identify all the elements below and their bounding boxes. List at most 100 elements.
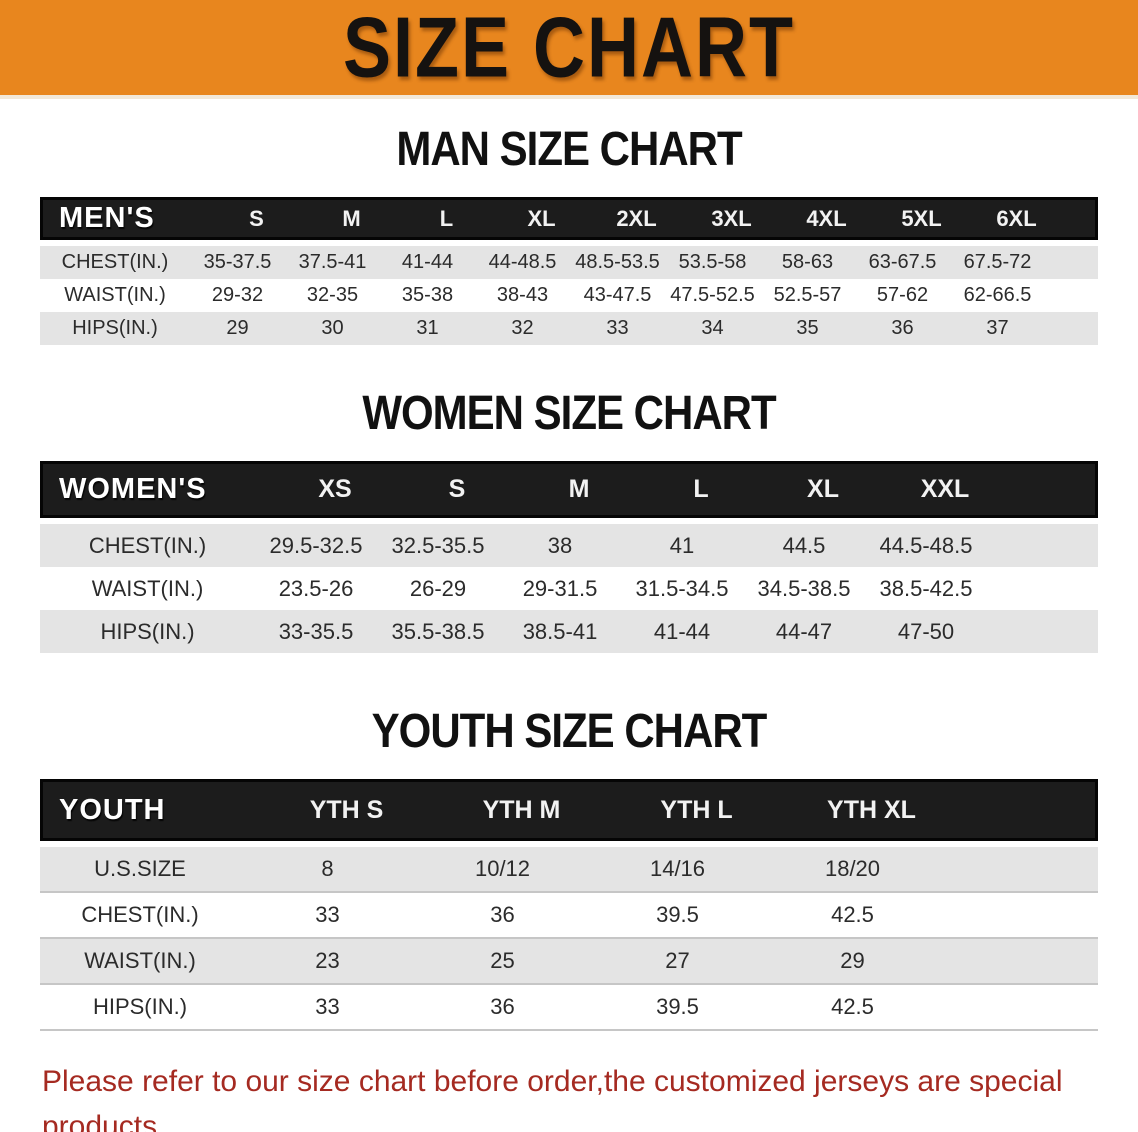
youth-chest-row: CHEST(IN.) 33 36 39.5 42.5 <box>40 891 1098 937</box>
men-chest-row: CHEST(IN.) 35-37.5 37.5-41 41-44 44-48.5… <box>40 246 1098 279</box>
women-hips-row: HIPS(IN.) 33-35.5 35.5-38.5 38.5-41 41-4… <box>40 610 1098 653</box>
size-cell: 35-37.5 <box>203 251 272 273</box>
size-cell: 52.5-57 <box>773 284 842 306</box>
size-cell: 30 <box>321 317 344 339</box>
size-cell: 35-38 <box>401 284 454 306</box>
size-cell: 10/12 <box>474 856 531 881</box>
youth-section-heading-text: YOUTH SIZE CHART <box>371 703 768 758</box>
row-label: CHEST(IN.) <box>81 902 199 927</box>
row-spacer <box>940 985 1098 1029</box>
size-cell: 37 <box>986 317 1009 339</box>
youth-column-header: YTH S <box>309 795 384 824</box>
men-column-header: 6XL <box>996 205 1037 231</box>
row-label: U.S.SIZE <box>94 856 186 881</box>
size-cell: 33 <box>606 317 629 339</box>
women-column-header: XS <box>318 475 352 503</box>
youth-table-label: YOUTH <box>59 793 166 826</box>
youth-hips-row: HIPS(IN.) 33 36 39.5 42.5 <box>40 983 1098 1031</box>
row-label: WAIST(IN.) <box>91 575 204 601</box>
youth-ussize-row: U.S.SIZE 8 10/12 14/16 18/20 <box>40 847 1098 891</box>
size-cell: 18/20 <box>824 856 881 881</box>
size-cell: 39.5 <box>656 994 699 1019</box>
women-column-header: L <box>693 475 709 503</box>
women-column-header: XL <box>807 475 839 503</box>
size-cell: 33 <box>315 994 340 1019</box>
women-size-table: WOMEN'S XS S M L XL XXL CHEST(IN.) 29.5-… <box>40 461 1098 653</box>
men-waist-row: WAIST(IN.) 29-32 32-35 35-38 38-43 43-47… <box>40 279 1098 312</box>
men-table-header-row: MEN'S S M L XL 2XL 3XL 4XL 5XL 6XL <box>40 197 1098 240</box>
men-column-header: 3XL <box>711 205 752 231</box>
size-cell: 48.5-53.5 <box>575 251 660 273</box>
row-spacer <box>940 847 1098 891</box>
size-cell: 47.5-52.5 <box>670 284 755 306</box>
size-cell: 31.5-34.5 <box>635 575 729 601</box>
men-column-header: 4XL <box>806 205 847 231</box>
size-cell: 25 <box>490 948 515 973</box>
banner-title: SIZE CHART <box>343 0 795 95</box>
size-cell: 42.5 <box>831 994 874 1019</box>
women-table-label: WOMEN'S <box>59 473 207 505</box>
size-cell: 53.5-58 <box>678 251 747 273</box>
size-cell: 29.5-32.5 <box>269 532 363 558</box>
men-size-table: MEN'S S M L XL 2XL 3XL 4XL 5XL 6XL CHEST… <box>40 197 1098 345</box>
size-cell: 33-35.5 <box>278 618 354 644</box>
women-column-header: M <box>568 475 590 503</box>
women-column-header: S <box>448 475 466 503</box>
size-cell: 39.5 <box>656 902 699 927</box>
row-spacer <box>1045 312 1098 345</box>
size-cell: 32-35 <box>306 284 359 306</box>
header-spacer <box>1006 464 1095 515</box>
header-spacer <box>959 782 1095 838</box>
women-table-header-row: WOMEN'S XS S M L XL XXL <box>40 461 1098 518</box>
men-column-header: 5XL <box>901 205 942 231</box>
row-spacer <box>1045 279 1098 312</box>
row-spacer <box>987 524 1098 567</box>
size-cell: 38-43 <box>496 284 549 306</box>
row-spacer <box>940 893 1098 937</box>
men-column-header: S <box>249 205 264 231</box>
size-cell: 26-29 <box>409 575 467 601</box>
women-section-heading-text: WOMEN SIZE CHART <box>362 385 776 440</box>
size-cell: 41 <box>669 532 695 558</box>
size-cell: 23.5-26 <box>278 575 354 601</box>
size-cell: 35.5-38.5 <box>391 618 485 644</box>
men-section-heading-text: MAN SIZE CHART <box>396 121 742 176</box>
size-cell: 8 <box>321 856 334 881</box>
size-cell: 62-66.5 <box>963 284 1032 306</box>
size-cell: 23 <box>315 948 340 973</box>
size-cell: 29-32 <box>211 284 264 306</box>
youth-table-header-row: YOUTH YTH S YTH M YTH L YTH XL <box>40 779 1098 841</box>
size-cell: 31 <box>416 317 439 339</box>
row-label: HIPS(IN.) <box>100 618 195 644</box>
row-label: CHEST(IN.) <box>61 251 169 273</box>
women-section-heading: WOMEN SIZE CHART <box>0 345 1138 439</box>
size-cell: 38.5-42.5 <box>879 575 973 601</box>
youth-column-header: YTH XL <box>827 795 916 824</box>
size-cell: 35 <box>796 317 819 339</box>
banner: SIZE CHART <box>0 0 1138 99</box>
youth-column-header: YTH L <box>660 795 733 824</box>
size-cell: 38.5-41 <box>522 618 598 644</box>
size-cell: 58-63 <box>781 251 834 273</box>
size-cell: 36 <box>490 994 515 1019</box>
youth-waist-row: WAIST(IN.) 23 25 27 29 <box>40 937 1098 983</box>
women-chest-row: CHEST(IN.) 29.5-32.5 32.5-35.5 38 41 44.… <box>40 524 1098 567</box>
row-label: CHEST(IN.) <box>88 532 207 558</box>
men-section-heading: MAN SIZE CHART <box>0 99 1138 175</box>
row-label: WAIST(IN.) <box>84 948 196 973</box>
size-cell: 33 <box>315 902 340 927</box>
size-cell: 34 <box>701 317 724 339</box>
size-cell: 42.5 <box>831 902 874 927</box>
size-cell: 37.5-41 <box>298 251 367 273</box>
size-cell: 41-44 <box>401 251 454 273</box>
youth-column-header: YTH M <box>482 795 561 824</box>
size-cell: 43-47.5 <box>583 284 652 306</box>
size-cell: 44-47 <box>775 618 833 644</box>
size-cell: 34.5-38.5 <box>757 575 851 601</box>
size-cell: 41-44 <box>653 618 711 644</box>
men-column-header: 2XL <box>616 205 657 231</box>
men-column-header: L <box>439 205 454 231</box>
size-cell: 36 <box>891 317 914 339</box>
row-label: HIPS(IN.) <box>72 317 158 339</box>
row-spacer <box>1045 246 1098 279</box>
